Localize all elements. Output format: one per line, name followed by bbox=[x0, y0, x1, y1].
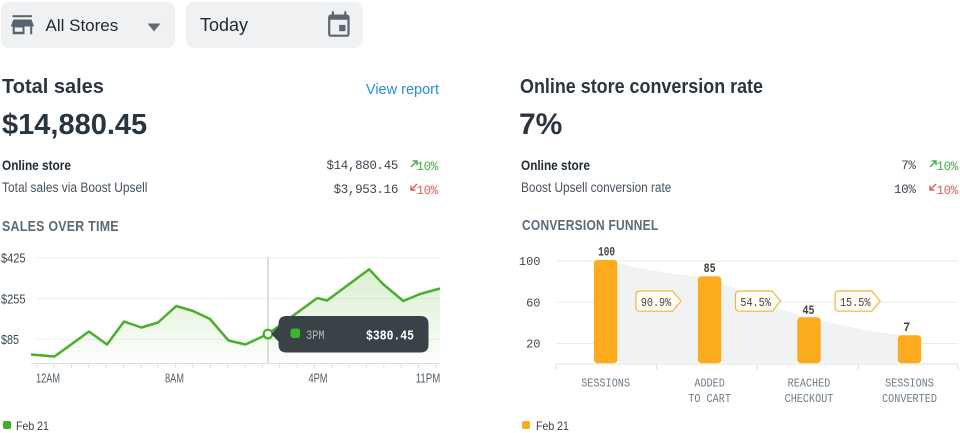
svg-text:7: 7 bbox=[903, 320, 910, 335]
svg-text:$85: $85 bbox=[1, 332, 19, 347]
svg-text:8AM: 8AM bbox=[165, 371, 184, 386]
svg-text:CHECKOUT: CHECKOUT bbox=[785, 392, 834, 406]
svg-text:12AM: 12AM bbox=[36, 371, 60, 386]
svg-text:CONVERTED: CONVERTED bbox=[882, 392, 937, 406]
svg-text:45: 45 bbox=[803, 303, 815, 318]
svg-text:54.5%: 54.5% bbox=[740, 296, 771, 310]
svg-text:$255: $255 bbox=[1, 291, 26, 306]
svg-text:100: 100 bbox=[519, 255, 541, 269]
svg-text:100: 100 bbox=[598, 245, 615, 260]
svg-text:15.5%: 15.5% bbox=[840, 296, 871, 310]
svg-text:TO CART: TO CART bbox=[688, 392, 731, 406]
svg-text:SESSIONS: SESSIONS bbox=[581, 377, 630, 391]
svg-text:85: 85 bbox=[704, 261, 716, 276]
svg-text:$425: $425 bbox=[1, 251, 26, 266]
svg-text:20: 20 bbox=[526, 338, 540, 352]
svg-text:90.9%: 90.9% bbox=[641, 296, 672, 310]
svg-text:$380.45: $380.45 bbox=[366, 330, 414, 345]
svg-text:4PM: 4PM bbox=[309, 371, 328, 386]
svg-text:REACHED: REACHED bbox=[788, 377, 831, 391]
svg-text:SESSIONS: SESSIONS bbox=[885, 377, 934, 391]
svg-text:11PM: 11PM bbox=[416, 371, 441, 386]
svg-text:3PM: 3PM bbox=[306, 329, 325, 343]
svg-text:ADDED: ADDED bbox=[694, 377, 725, 391]
svg-text:60: 60 bbox=[526, 297, 540, 311]
